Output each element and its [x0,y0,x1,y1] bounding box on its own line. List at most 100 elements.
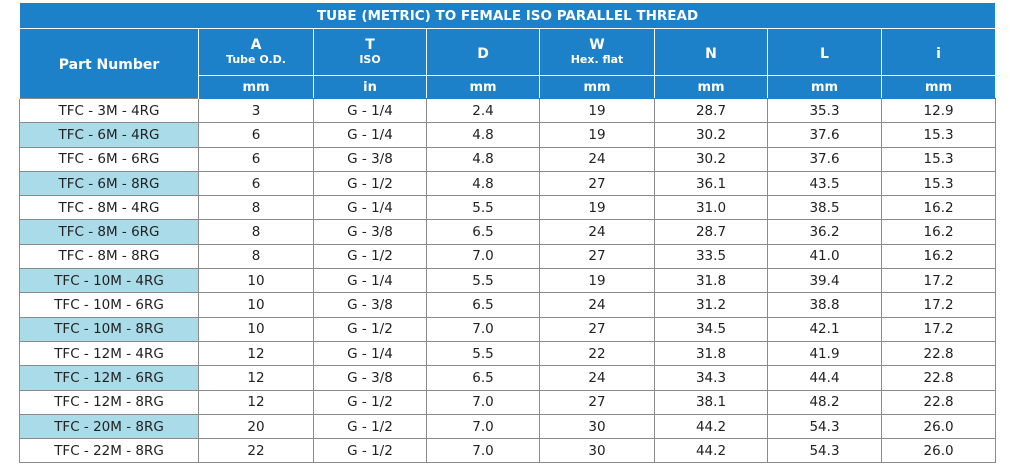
cell-part-number: TFC - 20M - 8RG [19,413,199,440]
cell-t: G - 1/4 [313,268,427,294]
cell-d: 4.8 [426,146,540,172]
cell-part-number: TFC - 12M - 8RG [19,389,199,415]
header-t-sub: ISO [359,53,381,66]
cell-a: 6 [198,122,314,148]
cell-w: 24 [539,292,655,318]
cell-i: 26.0 [880,413,997,440]
header-i-label: i [936,45,941,62]
cell-t: G - 1/2 [313,316,427,342]
cell-d: 7.0 [426,243,540,270]
table-row: TFC - 12M - 8RG 12 G - 1/2 7.0 27 38.1 48.2 22.… [19,389,997,415]
cell-i: 22.8 [880,389,997,415]
header-l-label: L [820,45,829,62]
cell-n: 38.1 [654,389,768,415]
cell-n: 28.7 [654,97,768,124]
table-row: TFC - 6M - 4RG 6 G - 1/4 4.8 19 30.2 37.6 15.3 [19,122,997,148]
cell-l: 54.3 [767,413,882,440]
header-a-sub: Tube O.D. [226,53,286,66]
cell-t: G - 1/2 [313,438,427,464]
header-a: A Tube O.D. [198,28,314,76]
cell-d: 5.5 [426,268,540,294]
cell-w: 27 [539,316,655,342]
cell-a: 10 [198,268,314,294]
spec-table-container: TUBE (METRIC) TO FEMALE ISO PARALLEL THR… [18,2,997,464]
cell-part-number: TFC - 6M - 6RG [19,146,199,172]
unit-i: mm [880,75,997,99]
cell-a: 8 [198,195,314,221]
header-t: T ISO [313,28,427,76]
cell-n: 34.3 [654,365,768,391]
table-row: TFC - 10M - 4RG 10 G - 1/4 5.5 19 31.8 39.4 17.… [19,268,997,294]
table-row: TFC - 10M - 8RG 10 G - 1/2 7.0 27 34.5 42.1 17.… [19,316,997,342]
cell-w: 19 [539,268,655,294]
cell-l: 41.0 [767,243,882,270]
cell-d: 5.5 [426,195,540,221]
cell-t: G - 3/8 [313,146,427,172]
cell-i: 22.8 [880,340,997,367]
cell-d: 7.0 [426,438,540,464]
cell-i: 17.2 [880,268,997,294]
cell-n: 36.1 [654,170,768,197]
cell-n: 44.2 [654,413,768,440]
header-w-sub: Hex. flat [570,53,624,66]
cell-i: 17.2 [880,292,997,318]
cell-part-number: TFC - 8M - 6RG [19,219,199,245]
cell-d: 7.0 [426,389,540,415]
cell-w: 27 [539,170,655,197]
cell-d: 6.5 [426,365,540,391]
cell-w: 27 [539,389,655,415]
header-l: L [767,28,882,76]
cell-n: 28.7 [654,219,768,245]
cell-w: 24 [539,146,655,172]
cell-n: 30.2 [654,146,768,172]
header-w-symbol: W [589,37,605,53]
header-d: D [426,28,540,76]
table-title: TUBE (METRIC) TO FEMALE ISO PARALLEL THR… [18,2,997,29]
cell-a: 8 [198,219,314,245]
cell-t: G - 1/2 [313,389,427,415]
cell-w: 30 [539,413,655,440]
cell-l: 54.3 [767,438,882,464]
cell-a: 22 [198,438,314,464]
cell-l: 48.2 [767,389,882,415]
cell-d: 6.5 [426,292,540,318]
cell-part-number: TFC - 12M - 4RG [19,340,199,367]
cell-a: 6 [198,170,314,197]
header-part-number-label: Part Number [58,57,160,73]
table-row: TFC - 8M - 6RG 8 G - 3/8 6.5 24 28.7 36.2 16.2 [19,219,997,245]
cell-a: 20 [198,413,314,440]
cell-n: 31.8 [654,268,768,294]
cell-part-number: TFC - 10M - 6RG [19,292,199,318]
cell-n: 30.2 [654,122,768,148]
cell-n: 44.2 [654,438,768,464]
cell-a: 10 [198,316,314,342]
header-t-symbol: T [365,37,375,53]
cell-a: 12 [198,365,314,391]
cell-a: 12 [198,340,314,367]
cell-a: 3 [198,97,314,124]
header-d-label: D [477,45,489,62]
cell-n: 31.2 [654,292,768,318]
table-row: TFC - 10M - 6RG 10 G - 3/8 6.5 24 31.2 38.8 17.… [19,292,997,318]
cell-w: 19 [539,122,655,148]
cell-l: 41.9 [767,340,882,367]
cell-l: 37.6 [767,146,882,172]
cell-i: 16.2 [880,243,997,270]
cell-t: G - 1/2 [313,243,427,270]
unit-d: mm [426,75,540,99]
cell-w: 24 [539,219,655,245]
cell-l: 39.4 [767,268,882,294]
cell-t: G - 1/4 [313,122,427,148]
unit-n: mm [654,75,768,99]
cell-l: 36.2 [767,219,882,245]
cell-i: 15.3 [880,146,997,172]
cell-part-number: TFC - 6M - 4RG [19,122,199,148]
table-row: TFC - 8M - 8RG 8 G - 1/2 7.0 27 33.5 41.0 16.2 [19,243,997,270]
cell-l: 38.8 [767,292,882,318]
cell-l: 44.4 [767,365,882,391]
cell-part-number: TFC - 22M - 8RG [19,438,199,464]
table-row: TFC - 22M - 8RG 22 G - 1/2 7.0 30 44.2 54.3 26.… [19,438,997,464]
cell-t: G - 3/8 [313,219,427,245]
header-n: N [654,28,768,76]
table-row: TFC - 20M - 8RG 20 G - 1/2 7.0 30 44.2 54.3 26.… [19,413,997,440]
